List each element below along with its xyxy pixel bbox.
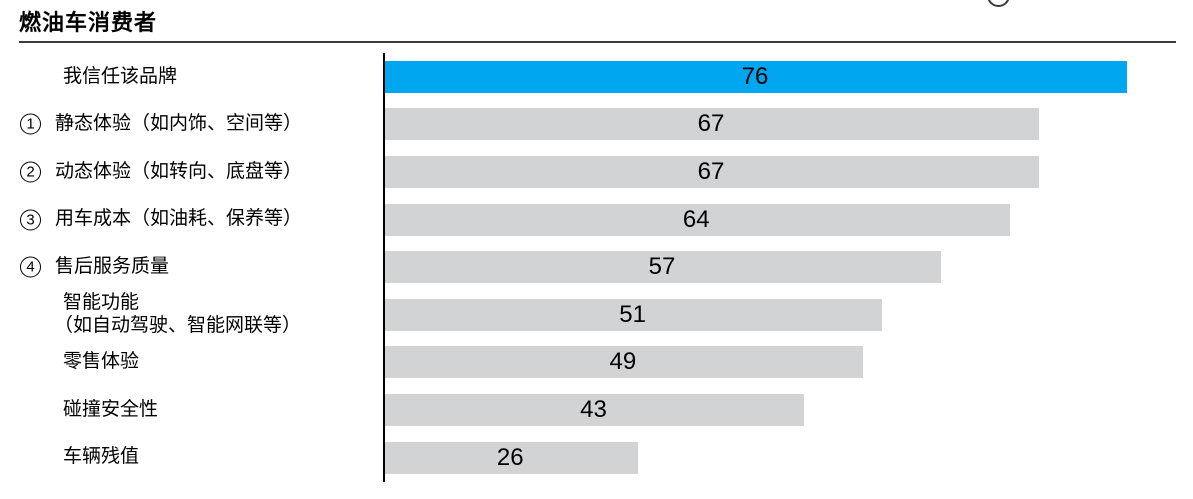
bar-value-label: 64 — [682, 205, 710, 233]
bar-cell: 64 — [383, 196, 1193, 244]
bar: 26 — [383, 441, 638, 474]
bar: 51 — [383, 298, 883, 331]
bar-cell: 26 — [383, 434, 1193, 482]
bar-value-label: 57 — [648, 253, 676, 281]
bar-value-label: 26 — [496, 443, 524, 471]
category-label-line: 动态体验（如转向、底盘等） — [55, 160, 303, 182]
bar-cell: 57 — [383, 243, 1193, 291]
bar-cell: 76 — [383, 53, 1193, 101]
chart-row: 3 用车成本（如油耗、保养等） 64 — [0, 196, 1193, 244]
category-label-cell: 4 售后服务质量 — [0, 243, 383, 291]
page-title: 燃油车消费者 — [19, 10, 158, 35]
rank-badge: 4 — [20, 256, 41, 278]
category-label: 动态体验（如转向、底盘等） — [0, 161, 302, 183]
chart-row: 零售体验 49 — [0, 339, 1193, 387]
chart-row: 我信任该品牌 76 — [0, 53, 1193, 101]
category-label: 我信任该品牌 — [0, 66, 177, 88]
bar-cell: 67 — [383, 148, 1193, 196]
category-label-cell: 我信任该品牌 — [0, 53, 383, 101]
category-label: 智能功能 （如自动驾驶、智能网联等） — [0, 292, 301, 337]
category-label-cell: 零售体验 — [0, 339, 383, 387]
bar-value-label: 51 — [619, 300, 646, 328]
category-label: 静态体验（如内饰、空间等） — [0, 113, 302, 135]
category-label-line: 静态体验（如内饰、空间等） — [55, 113, 303, 135]
bar-cell: 49 — [383, 339, 1193, 387]
chart-rows: 我信任该品牌 76 1 静态体验（如内饰、空间等） 67 2 动态体验（如转向、底盘等） 67… — [0, 53, 1193, 481]
category-label-cell: 智能功能 （如自动驾驶、智能网联等） — [0, 291, 383, 339]
chart-row: 2 动态体验（如转向、底盘等） 67 — [0, 148, 1193, 196]
bar-value-label: 67 — [697, 110, 725, 138]
category-label-line: 我信任该品牌 — [63, 65, 178, 87]
category-label-line: （如自动驾驶、智能网联等） — [54, 314, 302, 336]
category-label-line: 车辆残值 — [63, 446, 140, 468]
bar-cell: 51 — [383, 291, 1193, 339]
category-label-line: 碰撞安全性 — [63, 398, 159, 420]
chart-row: 车辆残值 26 — [0, 434, 1193, 482]
cropped-circle-icon — [987, 0, 1010, 7]
bar-highlighted: 76 — [383, 60, 1128, 93]
bar-value-label: 76 — [741, 62, 769, 90]
title-underline — [19, 41, 1176, 43]
chart-row: 碰撞安全性 43 — [0, 386, 1193, 434]
category-label: 用车成本（如油耗、保养等） — [0, 208, 302, 230]
category-label-line: 售后服务质量 — [55, 255, 170, 277]
bar: 49 — [383, 346, 863, 379]
category-label-cell: 车辆残值 — [0, 434, 383, 482]
bar: 43 — [383, 393, 804, 426]
rank-badge: 1 — [20, 113, 41, 135]
bar-cell: 67 — [383, 101, 1193, 149]
bar-chart: 我信任该品牌 76 1 静态体验（如内饰、空间等） 67 2 动态体验（如转向、底盘等） 67… — [0, 53, 1193, 483]
bar-cell: 43 — [383, 386, 1193, 434]
bar: 67 — [383, 108, 1039, 141]
bar-value-label: 49 — [609, 348, 637, 376]
bar: 67 — [383, 155, 1039, 188]
category-label-line: 智能功能 — [63, 292, 140, 314]
category-label-cell: 2 动态体验（如转向、底盘等） — [0, 148, 383, 196]
category-label-line: 零售体验 — [63, 351, 140, 373]
bar: 64 — [383, 203, 1010, 236]
category-label: 碰撞安全性 — [0, 399, 158, 421]
rank-badge: 3 — [20, 209, 41, 231]
rank-badge: 2 — [20, 161, 41, 183]
bar: 57 — [383, 251, 942, 284]
category-label-line: 用车成本（如油耗、保养等） — [55, 208, 303, 230]
chart-row: 1 静态体验（如内饰、空间等） 67 — [0, 101, 1193, 149]
category-label-cell: 1 静态体验（如内饰、空间等） — [0, 101, 383, 149]
bar-value-label: 67 — [697, 157, 725, 185]
category-label: 零售体验 — [0, 351, 139, 373]
chart-row: 智能功能 （如自动驾驶、智能网联等） 51 — [0, 291, 1193, 339]
bar-value-label: 43 — [580, 395, 607, 423]
chart-row: 4 售后服务质量 57 — [0, 243, 1193, 291]
category-label: 售后服务质量 — [0, 256, 169, 278]
chart-axis-line — [383, 53, 385, 482]
category-label-cell: 3 用车成本（如油耗、保养等） — [0, 196, 383, 244]
category-label-cell: 碰撞安全性 — [0, 386, 383, 434]
category-label: 车辆残值 — [0, 446, 139, 468]
